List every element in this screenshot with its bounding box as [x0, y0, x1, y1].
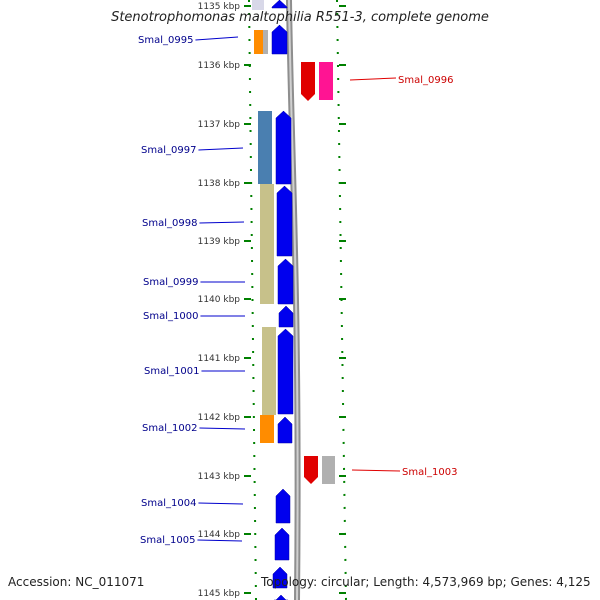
gene-label-smal-1001: Smal_1001: [144, 366, 199, 377]
gene-arrow-smal-1006: [272, 566, 288, 589]
feature-bar-khaki: [260, 184, 274, 304]
feature-bar-orange: [260, 415, 274, 443]
accession-text: Accession: NC_011071: [8, 575, 145, 589]
gene-arrow-smal-1002: [277, 416, 293, 444]
gene-label-smal-0998: Smal_0998: [142, 218, 197, 229]
gene-arrow-smal-0998: [276, 185, 293, 257]
feature-bar-grey: [263, 30, 268, 54]
gene-arrow-smal-1001: [277, 328, 294, 415]
gene-leader-line: [195, 36, 239, 41]
gene-leader-line: [349, 77, 397, 81]
gene-label-smal-0997: Smal_0997: [141, 145, 196, 156]
gene-leader-line: [197, 539, 243, 542]
gene-arrow-smal-1004: [275, 488, 291, 524]
gene-arrow-smal-0995: [271, 24, 288, 55]
gene-label-smal-1004: Smal_1004: [141, 498, 196, 509]
scale-tick-label: 1142 kbp: [198, 413, 241, 423]
gene-label-smal-0996: Smal_0996: [398, 75, 453, 86]
gene-leader-line: [198, 147, 244, 151]
gene-label-smal-0999: Smal_0999: [143, 277, 198, 288]
gene-leader-line: [351, 469, 401, 472]
gene-leader-line: [198, 502, 244, 505]
genome-title: Stenotrophomonas maltophilia R551-3, com…: [111, 10, 489, 25]
scale-tick-label: 1141 kbp: [198, 354, 241, 364]
gene-arrow-smal-0997: [275, 110, 292, 185]
scale-tick-label: 1137 kbp: [198, 120, 241, 130]
gene-arrow-smal-0994: [271, 0, 288, 9]
scale-tick-label: 1136 kbp: [198, 61, 241, 71]
feature-bar: [252, 0, 264, 10]
scale-tick-label: 1135 kbp: [198, 2, 241, 12]
gene-arrow-smal-1003: [304, 456, 318, 484]
scale-tick-label: 1145 kbp: [198, 589, 241, 599]
feature-bar-pink: [319, 62, 333, 100]
gene-arrow-smal-0999: [277, 258, 294, 305]
gene-arrow-smal-0996: [301, 62, 315, 101]
gene-arrow-smal-1000: [278, 305, 294, 328]
gene-label-smal-1005: Smal_1005: [140, 535, 195, 546]
scale-tick-label: 1139 kbp: [198, 237, 241, 247]
genome-axis-highlight: [288, 0, 299, 600]
scale-tick-label: 1138 kbp: [198, 179, 241, 189]
topology-text: Topology: circular; Length: 4,573,969 bp…: [261, 575, 591, 589]
gene-label-smal-0995: Smal_0995: [138, 35, 193, 46]
gene-label-smal-1000: Smal_1000: [143, 311, 198, 322]
scale-tick-label: 1143 kbp: [198, 472, 241, 482]
feature-bar-steel: [258, 111, 272, 184]
gene-leader-line: [199, 427, 246, 430]
gene-leader-line: [199, 221, 245, 224]
scale-tick-label: 1144 kbp: [198, 530, 241, 540]
scale-tick-label: 1140 kbp: [198, 295, 241, 305]
feature-bar-orange: [254, 30, 264, 54]
feature-bar-khaki: [262, 327, 276, 415]
gene-label-smal-1003: Smal_1003: [402, 467, 457, 478]
left-guide-line: [248, 0, 257, 600]
gene-label-smal-1002: Smal_1002: [142, 423, 197, 434]
gene-arrow-smal-1007: [273, 594, 289, 600]
gene-arrow-smal-1005: [274, 527, 290, 561]
feature-bar-grey: [322, 456, 335, 484]
